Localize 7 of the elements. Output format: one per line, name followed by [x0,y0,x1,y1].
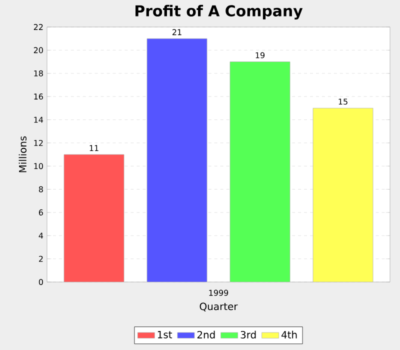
x-axis-title: Quarter [200,302,238,312]
legend-label: 2nd [197,330,215,339]
legend-label: 1st [158,330,172,338]
y-axis-title: Millions [18,136,26,172]
chart-title: Profit of A Company [136,4,303,20]
legend-label: 3rd [240,330,256,339]
legend-label: 4th [281,330,297,338]
